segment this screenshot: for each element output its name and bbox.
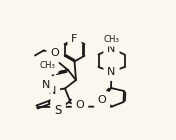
Text: O: O: [76, 100, 84, 109]
Text: S: S: [54, 104, 62, 117]
Text: N: N: [48, 86, 56, 95]
Text: F: F: [71, 33, 78, 44]
Text: O: O: [50, 48, 59, 58]
Text: N: N: [107, 67, 116, 77]
Text: N: N: [107, 44, 116, 53]
Text: O: O: [46, 60, 55, 71]
Text: N: N: [42, 80, 50, 89]
Text: CH₃: CH₃: [103, 34, 120, 44]
Text: CH₃: CH₃: [39, 61, 55, 70]
Text: O: O: [98, 95, 106, 105]
